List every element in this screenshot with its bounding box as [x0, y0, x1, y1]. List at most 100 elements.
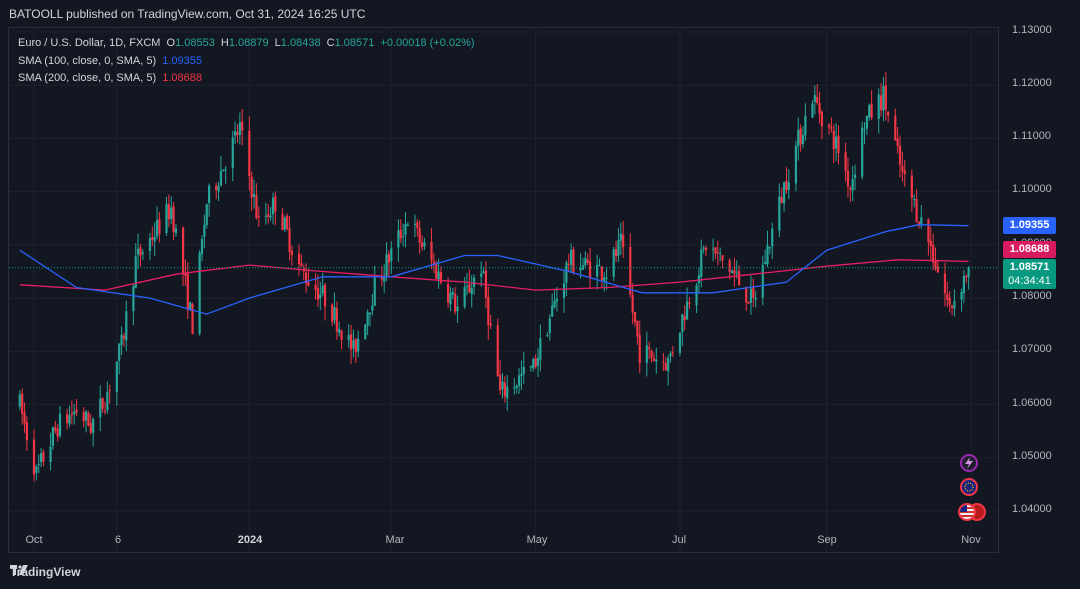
candle-down[interactable]	[650, 350, 653, 358]
candle-up[interactable]	[868, 104, 871, 118]
candle-up[interactable]	[730, 270, 734, 274]
candle-down[interactable]	[248, 130, 251, 177]
candle-up[interactable]	[920, 217, 923, 226]
candle-up[interactable]	[787, 182, 790, 190]
candle-up[interactable]	[224, 169, 227, 171]
candle-up[interactable]	[92, 419, 95, 433]
candle-down[interactable]	[638, 334, 641, 364]
candle-down[interactable]	[103, 410, 107, 412]
candle-down[interactable]	[184, 273, 187, 276]
candle-up[interactable]	[520, 373, 523, 376]
candle-up[interactable]	[532, 359, 535, 369]
candle-down[interactable]	[89, 423, 92, 433]
candle-up[interactable]	[764, 262, 767, 265]
candle-down[interactable]	[934, 260, 937, 269]
candle-down[interactable]	[499, 374, 502, 391]
candle-down[interactable]	[588, 261, 592, 279]
candle-down[interactable]	[241, 121, 244, 131]
candle-down[interactable]	[468, 284, 471, 293]
candle-down[interactable]	[832, 130, 835, 150]
candle-down[interactable]	[399, 229, 402, 239]
candle-up[interactable]	[58, 413, 62, 436]
candle-up[interactable]	[598, 265, 601, 267]
candle-up[interactable]	[513, 387, 516, 389]
candle-up[interactable]	[252, 193, 256, 197]
candle-down[interactable]	[487, 296, 490, 325]
candle-down[interactable]	[714, 247, 717, 254]
candle-up[interactable]	[205, 204, 208, 226]
candle-down[interactable]	[151, 237, 154, 240]
candle-up[interactable]	[68, 415, 71, 424]
candle-up[interactable]	[685, 301, 689, 320]
candle-down[interactable]	[633, 311, 637, 323]
tradingview-logo[interactable]: TradingView	[10, 565, 80, 579]
candle-up[interactable]	[368, 312, 372, 315]
candle-down[interactable]	[943, 273, 947, 294]
candle-down[interactable]	[903, 170, 906, 174]
candle-up[interactable]	[515, 385, 518, 388]
candle-up[interactable]	[551, 305, 554, 317]
candle-down[interactable]	[948, 297, 951, 305]
candle-down[interactable]	[122, 335, 126, 339]
candle-down[interactable]	[636, 320, 639, 337]
candle-up[interactable]	[555, 298, 559, 302]
candle-up[interactable]	[170, 207, 173, 219]
candle-down[interactable]	[191, 303, 194, 335]
candle-up[interactable]	[771, 228, 774, 247]
candle-up[interactable]	[234, 131, 237, 136]
candle-down[interactable]	[965, 276, 968, 278]
candle-down[interactable]	[827, 124, 831, 127]
candle-up[interactable]	[695, 285, 698, 306]
candle-down[interactable]	[818, 103, 821, 114]
candle-up[interactable]	[801, 134, 805, 145]
candle-up[interactable]	[465, 286, 469, 288]
candle-up[interactable]	[596, 264, 599, 277]
candle-up[interactable]	[794, 145, 798, 184]
candle-down[interactable]	[901, 165, 904, 172]
candle-down[interactable]	[629, 246, 632, 295]
candle-up[interactable]	[456, 306, 459, 312]
candle-down[interactable]	[586, 259, 589, 263]
candle-down[interactable]	[418, 228, 421, 243]
candle-up[interactable]	[120, 334, 123, 345]
candle-up[interactable]	[617, 240, 620, 256]
candle-down[interactable]	[870, 104, 873, 118]
candle-down[interactable]	[614, 249, 618, 257]
candle-up[interactable]	[37, 463, 40, 465]
candle-up[interactable]	[385, 254, 388, 277]
candle-down[interactable]	[752, 286, 755, 298]
candle-down[interactable]	[331, 304, 334, 323]
candle-up[interactable]	[719, 252, 722, 254]
candle-down[interactable]	[849, 187, 852, 190]
candle-down[interactable]	[307, 282, 310, 286]
candle-up[interactable]	[366, 312, 369, 326]
candle-up[interactable]	[546, 334, 549, 337]
candle-down[interactable]	[70, 413, 73, 415]
candle-down[interactable]	[435, 263, 438, 279]
candle-down[interactable]	[250, 176, 253, 198]
candle-down[interactable]	[898, 145, 902, 165]
candle-up[interactable]	[766, 245, 769, 265]
candle-up[interactable]	[338, 328, 341, 334]
candle-up[interactable]	[352, 340, 355, 349]
candle-up[interactable]	[470, 287, 473, 295]
candle-up[interactable]	[562, 283, 566, 299]
candle-down[interactable]	[286, 216, 289, 229]
candle-down[interactable]	[274, 196, 277, 212]
candle-up[interactable]	[960, 292, 963, 300]
candle-up[interactable]	[321, 285, 324, 294]
candle-down[interactable]	[42, 451, 45, 462]
candle-up[interactable]	[913, 199, 916, 201]
candle-up[interactable]	[655, 359, 658, 362]
candle-up[interactable]	[697, 275, 700, 284]
candle-down[interactable]	[704, 247, 708, 251]
candle-up[interactable]	[584, 257, 587, 266]
candle-down[interactable]	[354, 338, 357, 353]
candle-down[interactable]	[420, 242, 424, 248]
candle-down[interactable]	[158, 219, 161, 235]
candle-up[interactable]	[155, 220, 159, 237]
candle-down[interactable]	[66, 414, 69, 424]
candle-up[interactable]	[678, 332, 682, 353]
candle-up[interactable]	[174, 228, 178, 234]
candle-up[interactable]	[877, 94, 880, 119]
